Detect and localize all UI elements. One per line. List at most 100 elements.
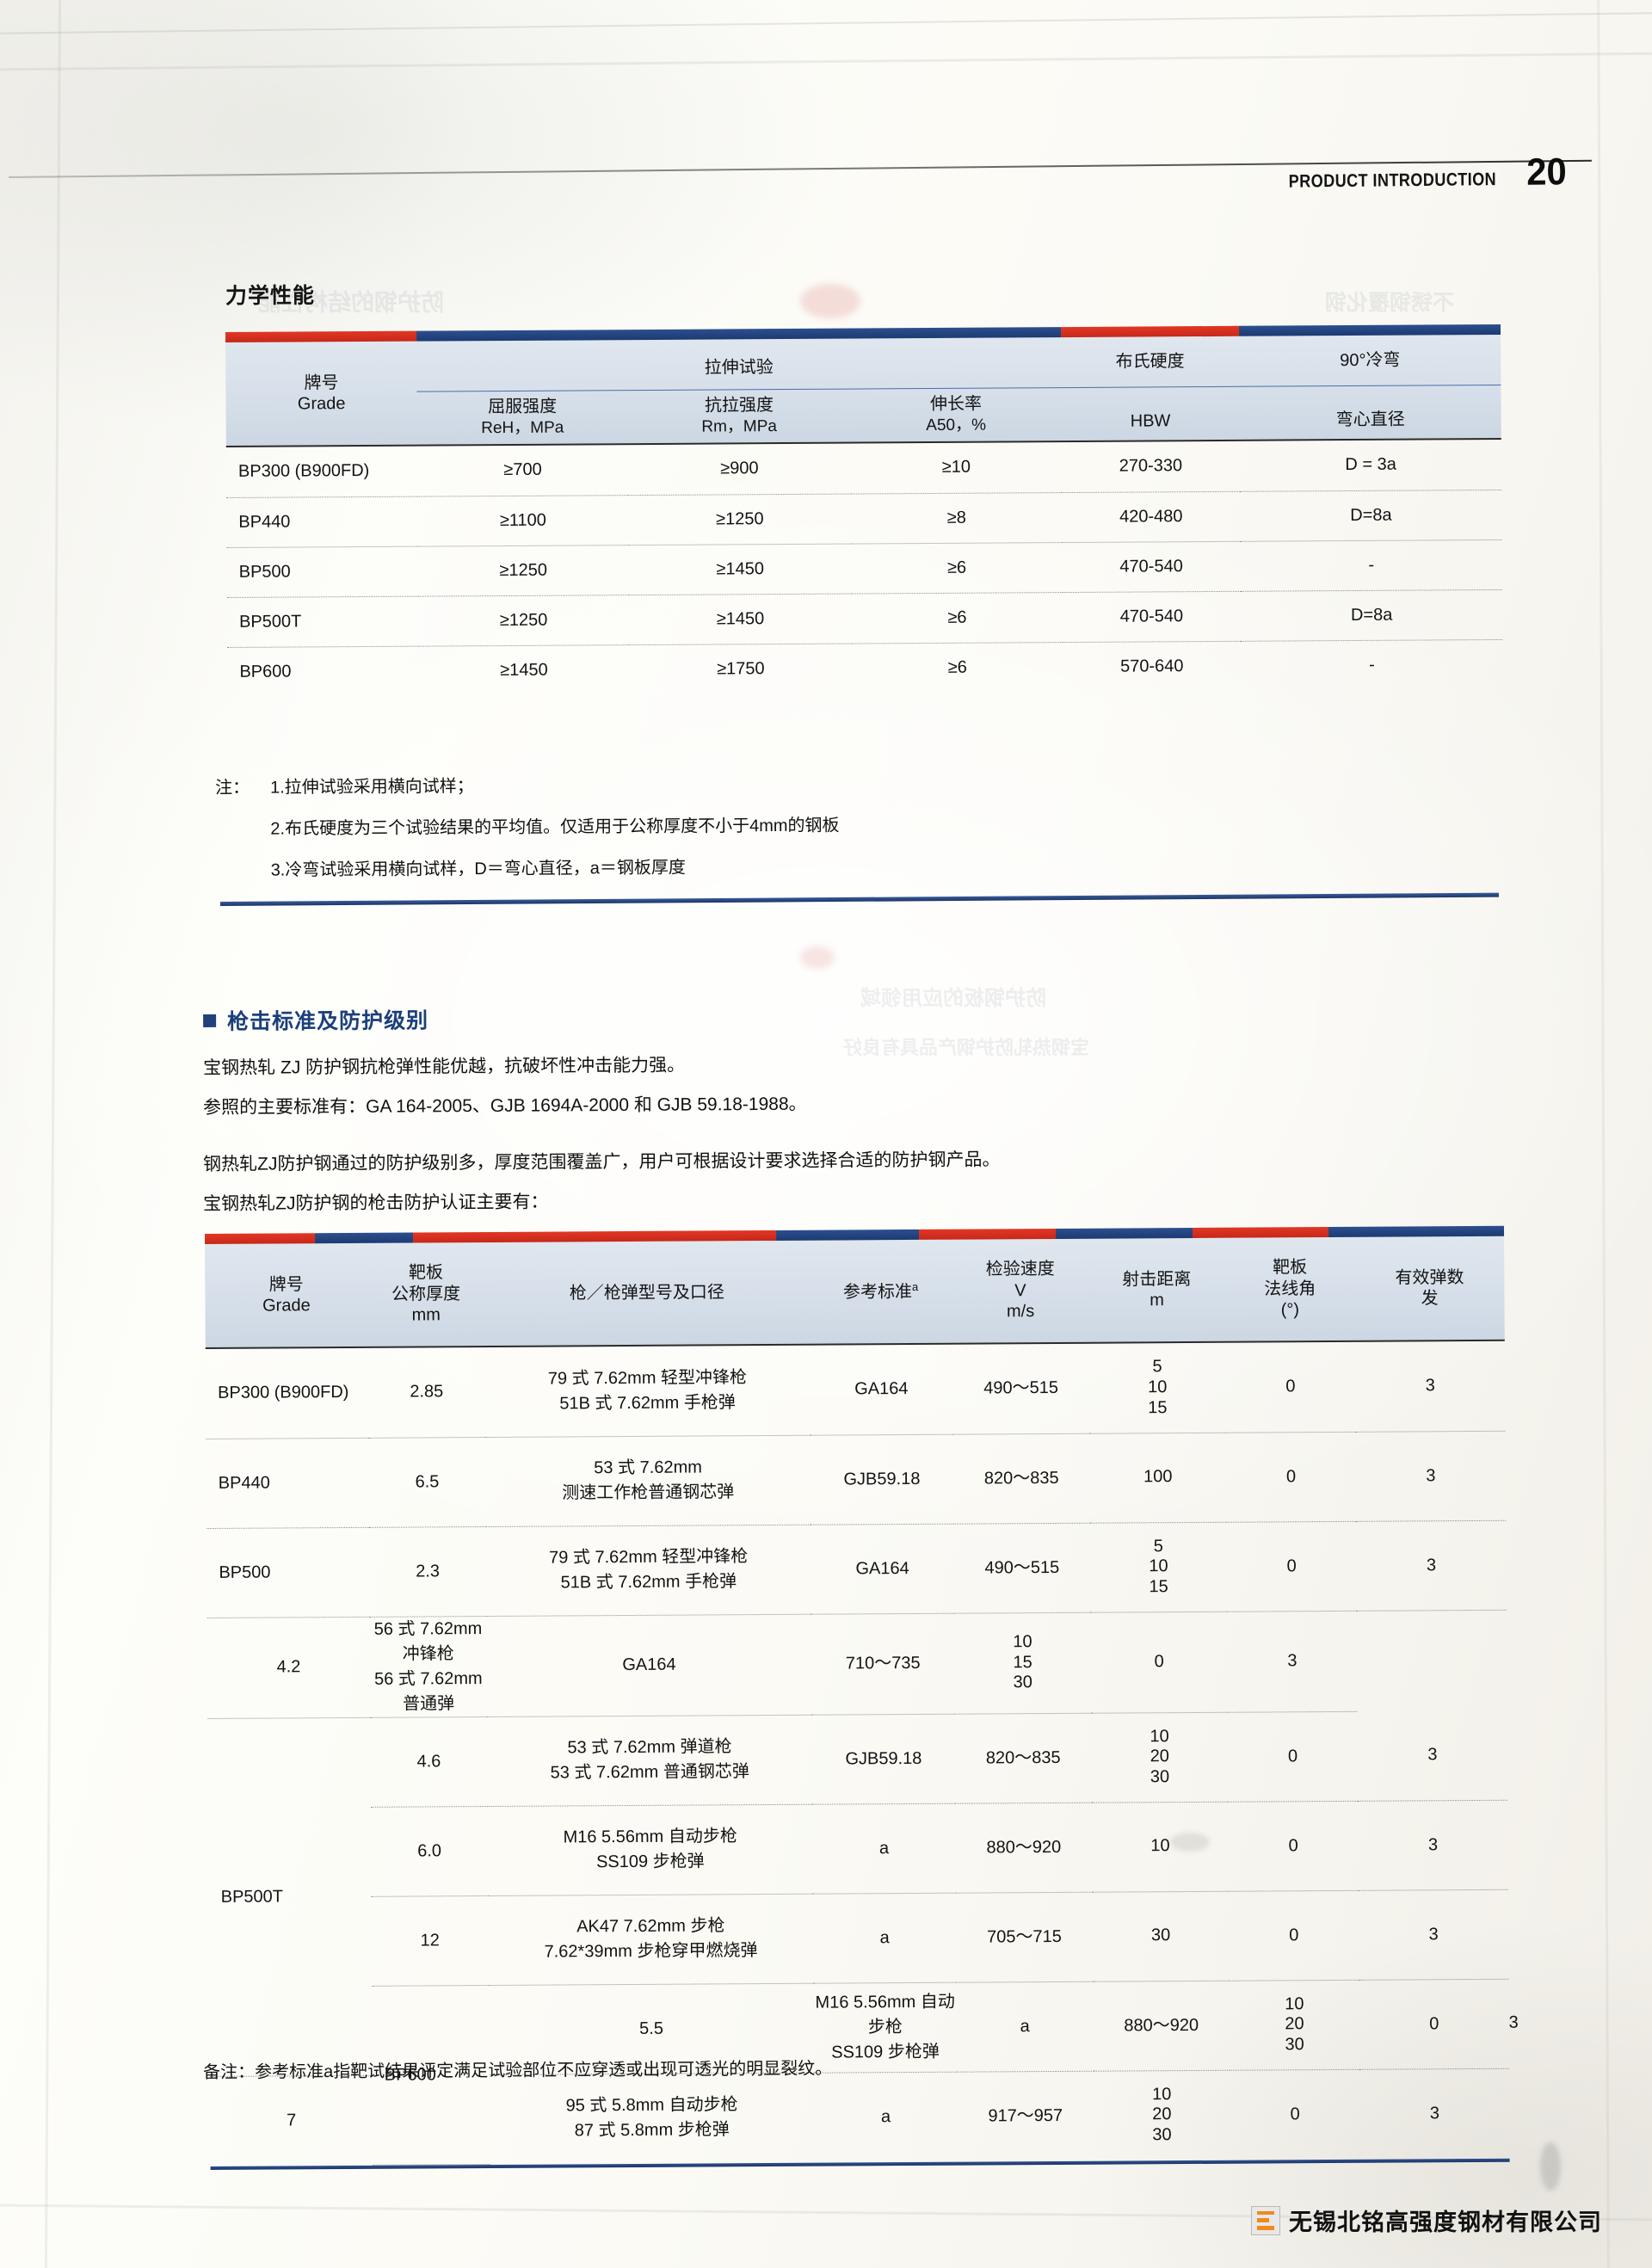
cell-hardness: 570-640 — [1120, 656, 1184, 676]
note-item-1: 1.拉伸试验采用横向试样； — [269, 777, 474, 798]
header-weapon: 枪／枪弹型号及口径 — [569, 1283, 724, 1303]
header-count-l1: 有效弹数 — [1395, 1267, 1464, 1288]
cell-angle: 0 — [1229, 1889, 1359, 1981]
cell-tensile-strength: ≥900 — [627, 443, 852, 496]
header-thickness-l3: mm — [411, 1305, 441, 1325]
header-velocity-l1: 检验速度 — [985, 1260, 1055, 1279]
cell-weapon: 79 式 7.62mm 轻型冲锋枪 51B 式 7.62mm 手枪弹 — [484, 1345, 811, 1438]
cell-effective-rounds: 3 — [1355, 1430, 1507, 1521]
cell-standard: GJB59.18 — [811, 1713, 956, 1804]
section-title-mechanical: 力学性能 — [225, 283, 316, 309]
header-velocity-l3: m/s — [1006, 1302, 1035, 1322]
note-item-3: 3.冷弯试验采用横向试样，D＝弯心直径，a＝钢板厚度 — [270, 858, 686, 880]
cell-grade: BP500T — [207, 1716, 373, 2076]
cell-grade: BP300 (B900FD) — [205, 1347, 369, 1439]
cell-velocity: 880～920 — [955, 1802, 1093, 1893]
cell-grade: BP600 — [239, 662, 292, 681]
cell-weapon: AK47 7.62mm 步枪 7.62*39mm 步枪穿甲燃烧弹 — [488, 1893, 814, 1986]
header-velocity-l2: V — [1014, 1280, 1026, 1301]
table-row: BP500T 4.6 53 式 7.62mm 弹道枪 53 式 7.62mm 普通钢芯… — [207, 1710, 1508, 2076]
cell-velocity: 710～735 — [811, 1612, 955, 1715]
header-distance-l1: 射击距离 — [1122, 1269, 1192, 1290]
cell-standard: a — [880, 2106, 891, 2126]
cell-thickness: 6.5 — [368, 1437, 486, 1527]
table-row: BP300 (B900FD) 2.85 79 式 7.62mm 轻型冲锋枪 51B 式… — [205, 1340, 1506, 1439]
cell-elongation: ≥6 — [852, 592, 1063, 644]
cell-standard: GA164 — [486, 1613, 812, 1717]
mechanical-notes: 注： 1.拉伸试验采用横向试样； 2.布氏硬度为三个试验结果的平均值。仅适用于公… — [215, 775, 840, 903]
table-row: 6.0 M16 5.56mm 自动步枪 SS109 步枪弹 a 880～920 10 0 3 — [208, 1799, 1508, 1897]
cell-hardness: 470-540 — [1062, 590, 1242, 643]
cell-hardness: 420-480 — [1061, 490, 1241, 543]
table-row: 4.2 56 式 7.62mm 冲锋枪 56 式 7.62mm 普通弹 GA164 71… — [206, 1610, 1507, 1718]
cell-yield-strength: ≥700 — [417, 445, 628, 496]
header-count-l2: 发 — [1421, 1289, 1439, 1309]
cell-angle: 0 — [1090, 1611, 1228, 1713]
cell-bend: D=8a — [1240, 489, 1502, 541]
cell-weapon: 95 式 5.8mm 自动步枪 87 式 5.8mm 步枪弹 — [565, 2095, 738, 2141]
cell-hardness: 470-540 — [1062, 540, 1242, 593]
table-row: BP440 ≥1100 ≥1250 ≥8 420-480 D=8a — [226, 489, 1502, 547]
cell-velocity: 917～957 — [988, 2105, 1063, 2126]
header-tensile-unit: Rm，MPa — [701, 416, 778, 436]
header-tensile-cn: 抗拉强度 — [704, 396, 774, 416]
cell-thickness: 2.85 — [367, 1347, 486, 1438]
cell-velocity: 820～835 — [954, 1712, 1092, 1803]
header-thickness-l1: 靶板 — [408, 1263, 444, 1283]
bleed-through-ghost: 防护钢板的应用领域 — [860, 987, 1046, 1010]
ballistic-certification-table: 牌号 Grade 靶板 公称厚度 mm 枪／枪弹型号及口径 参考标准a 检验速度 — [205, 1225, 1519, 2170]
cell-standard: GJB59.18 — [810, 1433, 954, 1525]
cell-elongation: ≥10 — [850, 442, 1062, 494]
cell-elongation: ≥8 — [851, 492, 1063, 544]
cell-thickness: 2.3 — [368, 1526, 487, 1617]
note-item-2: 2.布氏硬度为三个试验结果的平均值。仅适用于公称厚度不小于4mm的钢板 — [270, 816, 840, 839]
header-angle-l2: 法线角 — [1264, 1279, 1316, 1299]
cell-tensile-strength: ≥1250 — [627, 493, 852, 545]
cell-angle: 0 — [1227, 1710, 1359, 1802]
header-angle-l3: (°) — [1280, 1300, 1300, 1320]
cell-standard: GA164 — [811, 1523, 954, 1614]
table-row: BP500T ≥1250 ≥1450 ≥6 470-540 D=8a — [226, 589, 1503, 647]
bleed-through-ghost: 宝钢热轧防护钢产品具有良好 — [843, 1037, 1090, 1058]
header-tensile-group: 拉伸试验 — [416, 337, 1062, 391]
cell-distance: 30 — [1092, 1890, 1230, 1981]
cell-angle: 0 — [1226, 1520, 1358, 1612]
cell-grade: BP440 — [226, 496, 418, 547]
cell-weapon: 53 式 7.62mm 弹道枪 53 式 7.62mm 普通钢芯弹 — [487, 1714, 813, 1807]
cell-standard: a — [812, 1892, 957, 1983]
cell-grade: BP300 (B900FD) — [225, 446, 418, 497]
cell-thickness: 4.6 — [370, 1716, 488, 1807]
company-logo: 无锡北铭高强度钢材有限公司 — [1251, 2203, 1602, 2237]
cell-angle: 0 — [1225, 1431, 1357, 1522]
header-standard: 参考标准 — [842, 1282, 913, 1303]
header-grade-cn: 牌号 — [304, 373, 339, 393]
cell-weapon: M16 5.56mm 自动步枪 SS109 步枪弹 — [813, 1981, 958, 2073]
cell-tensile-strength: ≥1750 — [717, 658, 765, 679]
cell-distance: 10 — [1091, 1801, 1230, 1892]
cell-bend: - — [1369, 655, 1375, 675]
section-title-ballistic-text: 枪击标准及防护级别 — [227, 1008, 429, 1034]
cell-thickness: 7 — [287, 2111, 297, 2130]
table-row: BP500 2.3 79 式 7.62mm 轻型冲锋枪 51B 式 7.62mm 手枪… — [206, 1519, 1507, 1618]
cell-bend: D=8a — [1241, 589, 1503, 641]
logo-mark-icon — [1251, 2205, 1280, 2235]
cell-yield-strength: ≥1250 — [417, 545, 629, 596]
table-row: BP440 6.5 53 式 7.62mm 测速工作枪普通钢芯弹 GJB59.18 820… — [206, 1430, 1507, 1528]
cell-weapon: 53 式 7.62mm 测速工作枪普通钢芯弹 — [485, 1434, 811, 1527]
mechanical-table-body: BP300 (B900FD) ≥700 ≥900 ≥10 270-330 D = 3a BP… — [225, 439, 1503, 697]
header-bend: 90°冷弯 — [1239, 334, 1501, 386]
header-grade-en: Grade — [262, 1296, 311, 1316]
square-bullet-icon — [203, 1014, 217, 1027]
cell-tensile-strength: ≥1450 — [628, 593, 853, 645]
cell-effective-rounds: 3 — [1357, 1710, 1508, 1801]
table-header: 牌号 Grade 拉伸试验 布氏硬度 90°冷弯 屈服强度 ReH，MPa 抗拉… — [225, 334, 1501, 446]
cell-grade: BP440 — [206, 1437, 369, 1528]
bleed-through-ghost: 不锈钢覆化钢 — [1325, 291, 1455, 315]
ballistic-footnote: 备注：参考标准a指靶试结果评定满足试验部位不应穿透或出现可透光的明显裂纹。 — [203, 2059, 833, 2082]
cell-tensile-strength: ≥1450 — [628, 543, 853, 595]
cell-effective-rounds: 3 — [1359, 1889, 1509, 1980]
cell-standard: GA164 — [809, 1344, 953, 1435]
table-header: 牌号 Grade 靶板 公称厚度 mm 枪／枪弹型号及口径 参考标准a 检验速度 — [205, 1236, 1505, 1347]
header-standard-superscript: a — [911, 1279, 919, 1293]
cell-grade: BP500 — [226, 545, 419, 597]
